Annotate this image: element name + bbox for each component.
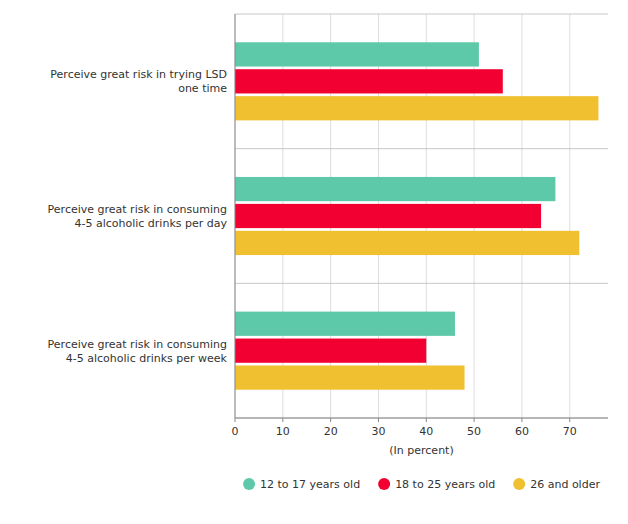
x-tick <box>426 418 427 422</box>
legend-marker <box>513 478 525 490</box>
category-label: Perceive great risk in trying LSDone tim… <box>50 68 227 95</box>
chart-svg: 12 to 17 years old: 51 12 to 17 years old… <box>0 0 628 524</box>
legend-label: 18 to 25 years old <box>395 478 495 491</box>
legend-item: 12 to 17 years old <box>243 478 360 491</box>
legend-label: 26 and older <box>530 478 600 491</box>
group-divider <box>235 14 608 15</box>
x-tick-label: 60 <box>515 425 529 438</box>
x-ticks: 0 10 20 30 40 50 60 70 <box>232 418 577 438</box>
grid-line <box>569 14 570 418</box>
y-axis-line <box>235 14 236 418</box>
bar: 26 and older: 76 <box>235 96 598 120</box>
bar: 26 and older: 48 <box>235 365 465 389</box>
legend-marker <box>378 478 390 490</box>
bar: 12 to 17 years old: 67 <box>235 177 555 201</box>
bars: 12 to 17 years old: 51 12 to 17 years old… <box>235 42 598 389</box>
category-label-line: 4-5 alcoholic drinks per day <box>74 217 227 230</box>
bar: 18 to 25 years old: 40 <box>235 339 426 363</box>
x-tick <box>282 418 283 422</box>
category-label-line: Perceive great risk in consuming <box>48 203 227 216</box>
category-label-line: 4-5 alcoholic drinks per week <box>66 352 228 365</box>
x-tick-label: 30 <box>371 425 385 438</box>
x-tick-label: 20 <box>324 425 338 438</box>
legend-label: 12 to 17 years old <box>260 478 360 491</box>
x-tick <box>330 418 331 422</box>
category-label: Perceive great risk in consuming4-5 alco… <box>48 203 228 230</box>
x-tick-label: 0 <box>232 425 239 438</box>
x-axis-label: (In percent) <box>389 444 453 457</box>
x-axis-line <box>235 418 608 419</box>
grid-line <box>235 14 236 418</box>
x-tick <box>521 418 522 422</box>
group-divider <box>235 418 608 419</box>
category-label-line: Perceive great risk in consuming <box>48 338 227 351</box>
legend: 12 to 17 years old 18 to 25 years old 26 a… <box>243 478 600 491</box>
x-tick <box>569 418 570 422</box>
group-divider <box>235 283 608 284</box>
bar: 12 to 17 years old: 46 <box>235 312 455 336</box>
x-tick-label: 40 <box>419 425 433 438</box>
category-label-line: one time <box>178 82 227 95</box>
bar: 12 to 17 years old: 51 <box>235 42 479 66</box>
bar: 26 and older: 72 <box>235 231 579 255</box>
bar: 18 to 25 years old: 56 <box>235 69 503 93</box>
x-tick-label: 70 <box>563 425 577 438</box>
x-tick <box>474 418 475 422</box>
chart-container: 12 to 17 years old: 51 12 to 17 years old… <box>0 0 628 524</box>
legend-marker <box>243 478 255 490</box>
category-label-line: Perceive great risk in trying LSD <box>50 68 227 81</box>
legend-item: 18 to 25 years old <box>378 478 495 491</box>
y-tick-labels: Perceive great risk in trying LSDone tim… <box>48 68 228 364</box>
x-tick-label: 10 <box>276 425 290 438</box>
category-label: Perceive great risk in consuming4-5 alco… <box>48 338 228 365</box>
group-divider <box>235 148 608 149</box>
x-tick <box>235 418 236 422</box>
legend-item: 26 and older <box>513 478 600 491</box>
x-tick-label: 50 <box>467 425 481 438</box>
grid <box>235 14 570 418</box>
x-tick <box>378 418 379 422</box>
group-dividers <box>235 14 608 418</box>
bar: 18 to 25 years old: 64 <box>235 204 541 228</box>
